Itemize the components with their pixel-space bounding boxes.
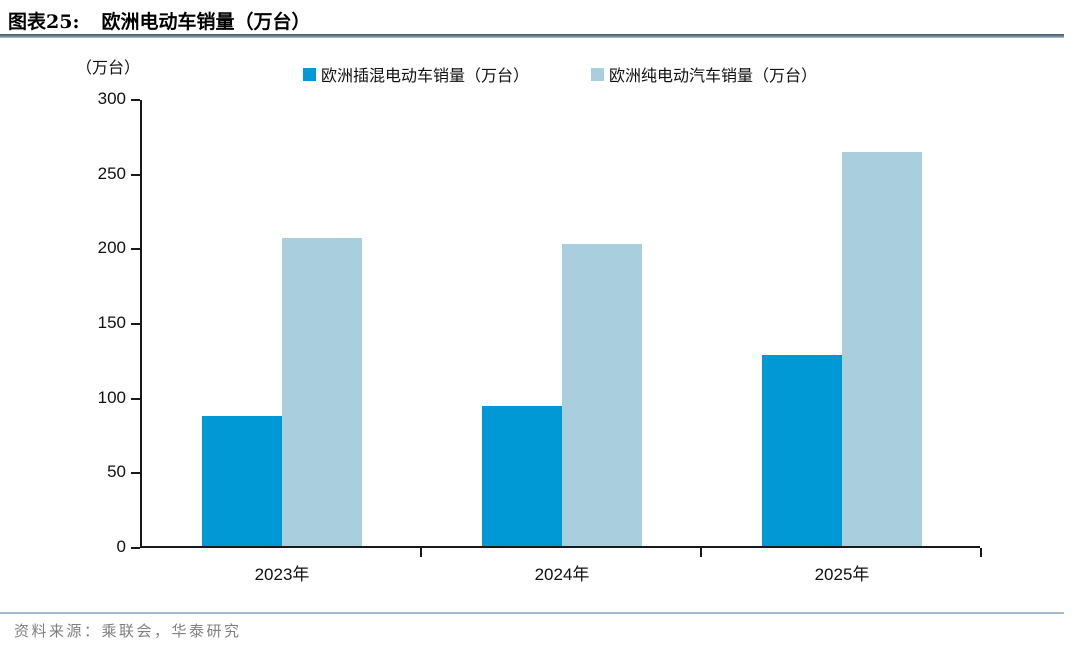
y-axis-tick — [131, 248, 140, 251]
y-axis-tick-label: 300 — [97, 89, 126, 108]
bar-series1-2024年 — [482, 405, 562, 546]
y-axis-tick-label: 200 — [97, 238, 126, 258]
x-axis-tick — [980, 548, 982, 557]
legend-item-2: 欧洲纯电动汽车销量（万台） — [591, 62, 817, 86]
y-axis-tick — [131, 323, 140, 325]
legend-label: 欧洲插混电动车销量（万台） — [320, 66, 529, 85]
legend-marker-icon — [302, 67, 316, 81]
x-axis-category-label: 2023年 — [254, 565, 310, 584]
y-axis-tick-label: 150 — [97, 313, 126, 332]
legend-marker-icon — [591, 67, 604, 81]
figure-title: 图表25: 欧洲电动车销量（万台） — [8, 7, 310, 34]
y-axis-tick-label: 0 — [116, 537, 126, 556]
figure-title-text: 欧洲电动车销量（万台） — [101, 11, 311, 33]
y-axis-unit-label: （万台） — [76, 58, 141, 77]
y-axis-tick — [131, 547, 140, 549]
y-axis-tick-label: 50 — [107, 462, 126, 482]
plot-area: 0 50 100 150 200 250 300 2023年 2024年 2025年 — [98, 89, 982, 584]
x-axis-tick — [420, 548, 422, 557]
legend-label: 欧洲纯电动汽车销量（万台） — [609, 66, 818, 85]
x-axis-tick — [700, 548, 702, 557]
bar-series2-2025年 — [842, 151, 922, 546]
source-separator-line — [0, 612, 1064, 614]
x-axis-category-label: 2025年 — [814, 565, 870, 584]
bar-series1-2025年 — [762, 354, 842, 546]
y-axis-tick-label: 100 — [97, 387, 126, 407]
title-underline — [0, 34, 1064, 38]
bar-series1-2023年 — [202, 416, 282, 546]
y-axis-tick — [131, 397, 140, 400]
figure-label: 图表25: — [8, 11, 80, 33]
y-axis-tick — [131, 99, 140, 101]
bar-series2-2023年 — [282, 238, 362, 546]
bar-series2-2024年 — [562, 244, 642, 546]
y-axis-tick — [131, 472, 140, 475]
legend-item-1: 欧洲插混电动车销量（万台） — [302, 62, 529, 86]
x-axis-category-label: 2024年 — [534, 565, 590, 584]
y-axis-tick-label: 250 — [97, 163, 126, 183]
source-text: 资料来源：乘联会，华泰研究 — [14, 622, 242, 640]
y-axis-tick — [131, 173, 140, 176]
legend: 欧洲插混电动车销量（万台） 欧洲纯电动汽车销量（万台） — [140, 62, 980, 86]
